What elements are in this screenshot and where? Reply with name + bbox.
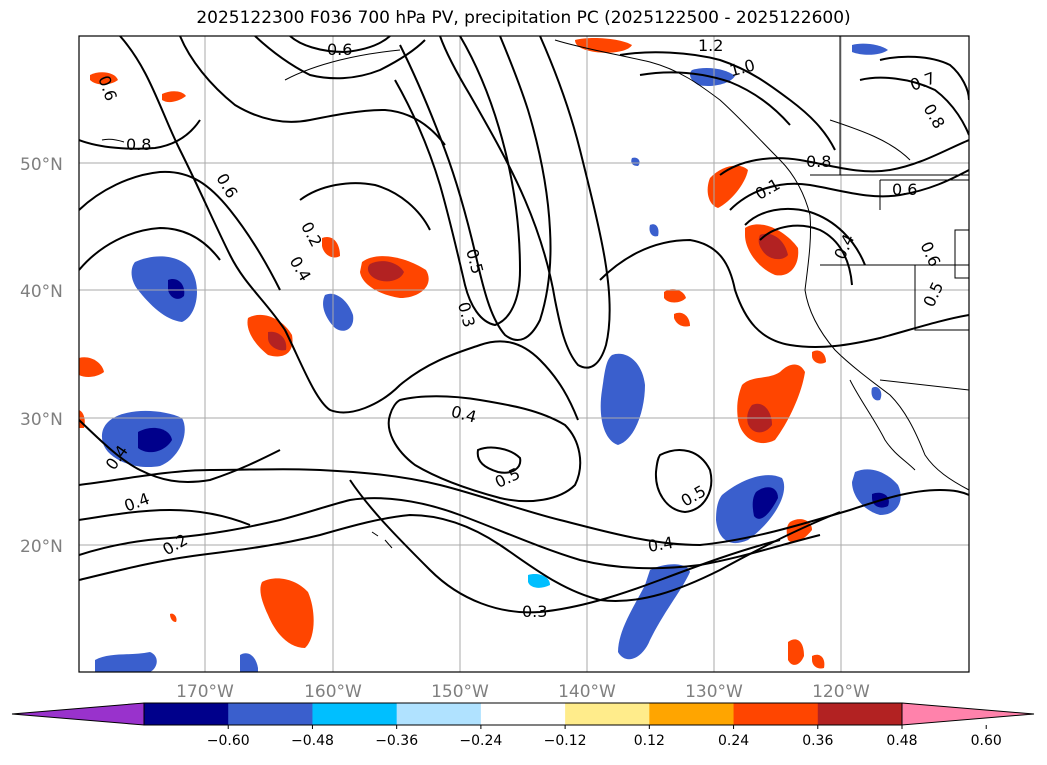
lon-axis: 170°W 160°W 150°W 140°W 130°W 120°W <box>176 682 870 702</box>
contour-label: 0.4 <box>646 533 674 556</box>
contour-label: 0.8 <box>920 100 949 132</box>
colorbar-extend-min <box>11 702 145 726</box>
precip-neg-area <box>323 293 354 331</box>
lat-label: 40°N <box>20 282 63 302</box>
plot-frame <box>78 35 970 673</box>
precip-pos-area <box>260 578 314 648</box>
contour-label: 1.2 <box>698 36 723 55</box>
colorbar-tick-label: −0.60 <box>207 733 250 749</box>
precip-pos-core <box>758 233 788 260</box>
precip-shading <box>79 37 901 672</box>
contour-label: 0.2 <box>297 219 326 250</box>
colorbar-frame <box>143 702 903 726</box>
map-title: 2025122300 F036 700 hPa PV, precipitatio… <box>196 8 851 28</box>
precip-pos-area <box>664 289 686 303</box>
precip-neg-area <box>95 652 157 672</box>
contour-label: 0.6 <box>327 40 352 59</box>
precip-pos-area <box>786 519 812 543</box>
precip-pos-core <box>268 331 287 351</box>
contour-label: 0.1 <box>752 174 784 203</box>
precip-neg-core <box>168 279 185 299</box>
precip-pos-area <box>79 357 104 377</box>
precip-neg-area <box>852 469 901 515</box>
precip-pos-area <box>170 613 177 622</box>
colorbar-segment <box>565 703 650 725</box>
contour-label: 0.5 <box>678 481 710 510</box>
precip-neg-area <box>871 386 882 401</box>
lat-axis: 50°N 40°N 30°N 20°N <box>20 155 63 557</box>
contour-label: 0.7 <box>908 68 938 95</box>
precip-pos-area <box>737 364 805 444</box>
colorbar-segment <box>312 703 398 725</box>
precip-pos-area <box>90 72 118 85</box>
contour-label: 1.0 <box>727 55 757 80</box>
precip-pos-area <box>812 654 825 669</box>
precip-pos-area <box>674 312 690 327</box>
lat-label: 20°N <box>20 537 63 557</box>
lon-label: 120°W <box>812 682 870 702</box>
precip-neg-area <box>852 43 888 55</box>
colorbar-tick-label: −0.36 <box>375 733 418 749</box>
colorbar-segment <box>228 703 313 725</box>
contour-label: 0.3 <box>454 300 479 330</box>
contour-label: 0.4 <box>830 231 858 262</box>
contour-label: 0.4 <box>286 253 315 285</box>
contour-labels: 0.6 1.2 1.0 0.7 0.6 0.8 0.8 0.6 0.2 0.4 … <box>94 36 948 621</box>
colorbar-tick-label: 0.12 <box>634 733 665 749</box>
precip-neg-core <box>138 427 172 453</box>
colorbar-segment <box>649 703 735 725</box>
contour-label: 0.3 <box>522 602 547 621</box>
contour-label: 0.4 <box>449 402 479 427</box>
colorbar-segment <box>396 703 482 725</box>
lon-label: 130°W <box>685 682 743 702</box>
precip-pos-area <box>812 350 826 364</box>
colorbar-segment <box>733 703 819 725</box>
lon-label: 150°W <box>431 682 489 702</box>
contour-label: 0.2 <box>159 530 191 559</box>
precip-neg-area <box>131 256 197 322</box>
precip-neg-area <box>240 653 258 672</box>
precip-neg-area <box>631 157 640 166</box>
colorbar-tick-label: −0.12 <box>544 733 587 749</box>
precip-pos-area <box>162 91 186 103</box>
precip-neg-area <box>618 564 690 660</box>
contour-label: 0.6 <box>892 180 917 199</box>
contour-label: 0.6 <box>212 170 241 202</box>
colorbar-segment <box>817 703 903 725</box>
precip-pos-area <box>322 236 340 258</box>
pv-contours <box>79 36 969 614</box>
lon-label: 160°W <box>304 682 362 702</box>
colorbar-tick-label: −0.48 <box>291 733 334 749</box>
precip-pos-area <box>575 37 632 53</box>
graticule <box>79 36 969 672</box>
precip-neg-area <box>600 353 645 445</box>
colorbar-tick-label: 0.48 <box>886 733 917 749</box>
lon-label: 140°W <box>558 682 616 702</box>
precip-neg-area <box>528 574 550 588</box>
precip-neg-core <box>752 487 778 519</box>
precip-pos-area <box>707 165 748 208</box>
colorbar-tick-label: 0.60 <box>971 733 1002 749</box>
colorbar-tick-label: −0.24 <box>459 733 502 749</box>
precip-neg-area <box>649 224 659 237</box>
colorbar-extend-max <box>901 702 1035 726</box>
precip-pos-core <box>367 261 404 282</box>
lat-label: 50°N <box>20 155 63 175</box>
colorbar-tick-label: 0.24 <box>718 733 749 749</box>
contour-label: 0.8 <box>126 135 151 154</box>
lon-label: 170°W <box>176 682 234 702</box>
precip-pos-area <box>788 639 804 665</box>
colorbar: −0.60 −0.48 −0.36 −0.24 −0.12 0.12 0.24 0.36 0.4… <box>11 702 1035 749</box>
colorbar-segment <box>480 703 566 725</box>
contour-label: 0.5 <box>919 279 947 310</box>
lat-label: 30°N <box>20 410 63 430</box>
contour-label: 0.6 <box>94 73 121 103</box>
contour-label: 0.8 <box>806 152 831 171</box>
coastlines <box>101 36 969 549</box>
precip-neg-area <box>716 475 785 544</box>
contour-label: 0.5 <box>462 247 487 277</box>
colorbar-tick-label: 0.36 <box>802 733 833 749</box>
colorbar-segment <box>144 703 229 725</box>
